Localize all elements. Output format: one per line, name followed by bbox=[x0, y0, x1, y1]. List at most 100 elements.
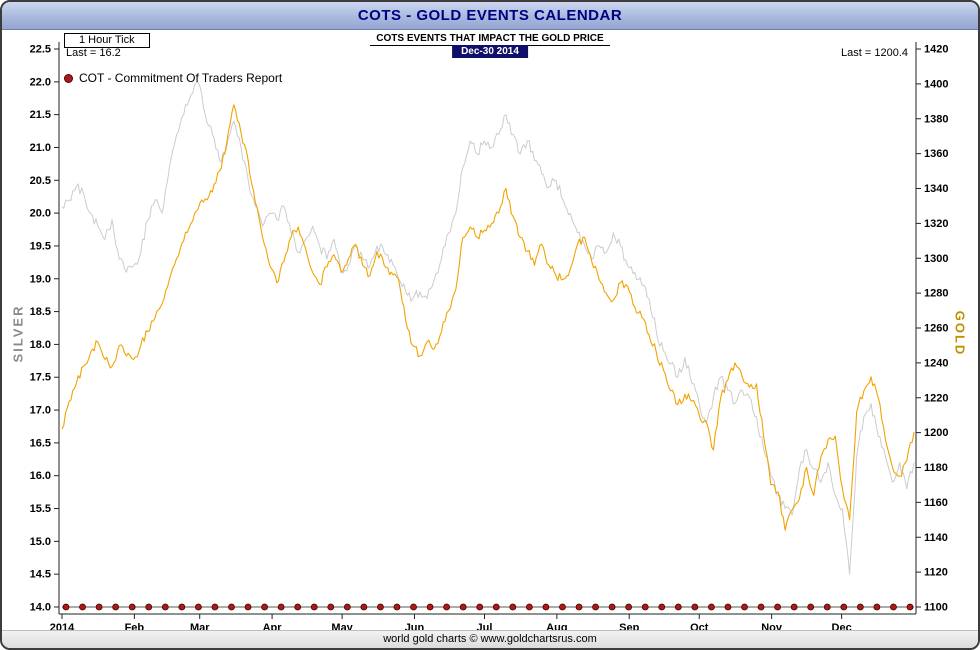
silver-price-line bbox=[61, 81, 915, 575]
right-axis-tick-label: 1240 bbox=[924, 357, 948, 369]
cot-report-marker bbox=[592, 603, 599, 611]
cot-report-marker bbox=[161, 603, 169, 611]
cot-report-marker bbox=[145, 603, 153, 611]
cot-report-marker bbox=[62, 603, 70, 611]
chart-subtitle: COTS EVENTS THAT IMPACT THE GOLD PRICE bbox=[2, 33, 978, 46]
cot-report-marker bbox=[774, 603, 782, 611]
right-axis-title: GOLD bbox=[952, 310, 968, 357]
left-axis-tick-label: 14.5 bbox=[30, 569, 51, 581]
cot-report-marker bbox=[575, 603, 583, 611]
cot-report-marker bbox=[393, 603, 401, 611]
cot-report-marker bbox=[261, 603, 268, 611]
left-axis-tick-label: 21.5 bbox=[30, 109, 51, 121]
cot-report-marker bbox=[741, 603, 748, 611]
cot-report-marker bbox=[856, 603, 864, 611]
right-axis-tick-label: 1360 bbox=[924, 148, 948, 160]
cot-report-marker bbox=[890, 603, 897, 611]
cot-report-marker bbox=[625, 603, 633, 611]
cot-report-marker bbox=[211, 603, 219, 611]
cot-legend-marker-icon bbox=[64, 73, 73, 83]
cot-report-marker bbox=[194, 603, 202, 611]
cot-report-marker bbox=[823, 603, 831, 611]
cot-report-marker bbox=[492, 603, 500, 611]
tick-interval-label: 1 Hour Tick bbox=[79, 34, 135, 46]
cot-report-marker bbox=[674, 603, 682, 611]
left-axis-tick-label: 18.0 bbox=[30, 339, 51, 351]
cot-report-marker bbox=[807, 603, 815, 611]
cot-report-marker bbox=[559, 603, 566, 611]
cot-report-marker bbox=[608, 603, 616, 611]
cot-report-marker bbox=[873, 603, 881, 611]
legend: COT - Commitment Of Traders Report bbox=[64, 71, 282, 85]
cot-report-marker bbox=[790, 603, 798, 611]
right-axis-tick-label: 1320 bbox=[924, 218, 948, 230]
right-axis-tick-label: 1280 bbox=[924, 288, 948, 300]
right-axis-tick-label: 1420 bbox=[924, 44, 948, 56]
cot-report-marker bbox=[95, 603, 103, 611]
right-axis-tick-label: 1380 bbox=[924, 113, 948, 125]
cot-report-marker bbox=[112, 603, 120, 611]
cot-report-marker bbox=[840, 603, 848, 611]
last-silver-value: Last = 16.2 bbox=[66, 47, 121, 59]
right-axis-tick-label: 1200 bbox=[924, 427, 948, 439]
left-axis-tick-label: 17.0 bbox=[30, 405, 51, 417]
cot-report-marker bbox=[426, 603, 434, 611]
left-axis-tick-label: 21.0 bbox=[30, 142, 51, 154]
cot-report-marker bbox=[360, 603, 368, 611]
cot-report-marker bbox=[641, 603, 649, 611]
copyright-credit: world gold charts © www.goldchartsrus.co… bbox=[383, 633, 597, 645]
right-axis-tick-label: 1180 bbox=[924, 462, 948, 474]
page-title: COTS - GOLD EVENTS CALENDAR bbox=[357, 7, 623, 24]
left-axis-tick-label: 20.5 bbox=[30, 175, 51, 187]
right-axis-tick-label: 1340 bbox=[924, 183, 948, 195]
cot-report-marker bbox=[476, 603, 484, 611]
left-axis-tick-label: 22.0 bbox=[30, 76, 51, 88]
cot-report-marker bbox=[658, 603, 666, 611]
cot-report-marker bbox=[542, 603, 550, 611]
cot-report-marker bbox=[525, 603, 533, 611]
left-axis-tick-label: 16.0 bbox=[30, 470, 51, 482]
cot-report-marker bbox=[509, 603, 517, 611]
cot-report-marker bbox=[757, 603, 765, 611]
right-axis-tick-label: 1300 bbox=[924, 253, 948, 265]
cot-report-marker bbox=[691, 603, 699, 611]
left-axis-title: SILVER bbox=[10, 304, 26, 363]
cot-report-marker bbox=[377, 603, 384, 611]
left-axis-tick-label: 17.5 bbox=[30, 372, 51, 384]
left-axis-tick-label: 15.0 bbox=[30, 536, 51, 548]
as-of-date-badge: Dec-30 2014 bbox=[452, 45, 528, 58]
right-axis-tick-label: 1160 bbox=[924, 497, 948, 509]
left-axis-tick-label: 22.5 bbox=[30, 44, 51, 56]
right-axis-tick-label: 1260 bbox=[924, 323, 948, 335]
cot-report-marker bbox=[294, 603, 302, 611]
left-axis-tick-label: 16.5 bbox=[30, 437, 51, 449]
right-axis-tick-label: 1400 bbox=[924, 78, 948, 90]
tick-interval-box: 1 Hour Tick bbox=[64, 33, 150, 48]
right-axis-tick-label: 1120 bbox=[924, 567, 948, 579]
right-axis-tick-label: 1100 bbox=[924, 602, 948, 614]
cot-report-marker bbox=[724, 603, 732, 611]
left-axis-tick-label: 20.0 bbox=[30, 208, 51, 220]
cot-report-marker bbox=[410, 603, 417, 611]
cot-report-marker bbox=[459, 603, 467, 611]
cot-report-marker bbox=[443, 603, 451, 611]
right-axis-tick-label: 1140 bbox=[924, 532, 948, 544]
cot-report-marker bbox=[277, 603, 285, 611]
cot-report-marker bbox=[327, 603, 335, 611]
gold-price-line bbox=[61, 104, 915, 531]
right-axis-tick-label: 1220 bbox=[924, 392, 948, 404]
cot-report-marker bbox=[178, 603, 186, 611]
cot-report-marker bbox=[708, 603, 715, 611]
cot-report-marker bbox=[79, 603, 86, 611]
cot-report-marker bbox=[244, 603, 252, 611]
left-axis-tick-label: 19.0 bbox=[30, 273, 51, 285]
cot-report-marker bbox=[906, 603, 914, 611]
left-axis-tick-label: 18.5 bbox=[30, 306, 51, 318]
left-axis-tick-label: 19.5 bbox=[30, 240, 51, 252]
cot-report-marker bbox=[310, 603, 318, 611]
footer-bar: world gold charts © www.goldchartsrus.co… bbox=[2, 630, 978, 648]
title-bar: COTS - GOLD EVENTS CALENDAR bbox=[2, 2, 978, 30]
left-axis-tick-label: 14.0 bbox=[30, 602, 51, 614]
